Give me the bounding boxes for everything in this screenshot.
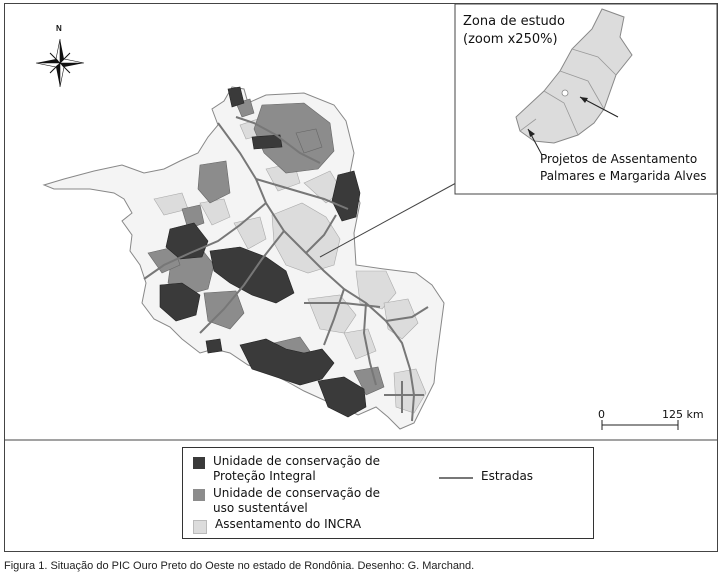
legend-item-sustainable: Unidade de conservação de uso sustentáve…	[193, 486, 380, 516]
legend-protection-line2: Proteção Integral	[213, 469, 316, 483]
compass-north-label: N	[56, 24, 62, 33]
legend-swatch-sustainable	[193, 489, 205, 501]
legend-roads-label: Estradas	[481, 469, 534, 483]
legend-settlement-line1: Assentamento do INCRA	[215, 517, 362, 531]
figure-caption: Figura 1. Situação do PIC Ouro Preto do …	[4, 560, 475, 572]
legend-swatch-protection	[193, 457, 205, 469]
scale-bar	[601, 420, 679, 430]
legend-swatch-settlement	[193, 520, 207, 534]
inset-label: Projetos de Assentamento Palmares e Marg…	[540, 151, 706, 185]
inset-internal-divisions	[519, 48, 617, 136]
map-frame	[4, 3, 718, 552]
legend-protection-line1: Unidade de conservação de	[213, 454, 380, 468]
roads	[143, 116, 429, 422]
legend-sustainable-line1: Unidade de conservação de	[213, 486, 380, 500]
inset-title-line1: Zona de estudo	[463, 14, 565, 29]
inset-title: Zona de estudo (zoom x250%)	[463, 13, 565, 49]
inset-marker	[561, 89, 569, 97]
legend-swatch-roads	[439, 477, 473, 479]
inset-arrow-1-head	[580, 97, 588, 103]
inset-arrow-2-head	[528, 129, 535, 137]
legend: Unidade de conservação de Proteção Integ…	[182, 447, 594, 539]
inset-label-line2: Palmares e Margarida Alves	[540, 169, 707, 183]
legend-item-settlement: Assentamento do INCRA	[193, 517, 361, 534]
legend-item-roads: Estradas	[439, 469, 533, 484]
scale-zero-label: 0	[598, 408, 605, 421]
legend-sustainable-line2: uso sustentável	[213, 501, 308, 515]
compass-rose-icon	[35, 38, 85, 88]
scale-distance-label: 125 km	[662, 408, 704, 421]
inset-label-line1: Projetos de Assentamento	[540, 152, 698, 166]
inset-leader-line	[319, 182, 457, 258]
legend-item-protection: Unidade de conservação de Proteção Integ…	[193, 454, 380, 484]
settlement-areas	[153, 118, 427, 414]
inset-title-line2: (zoom x250%)	[463, 32, 558, 47]
